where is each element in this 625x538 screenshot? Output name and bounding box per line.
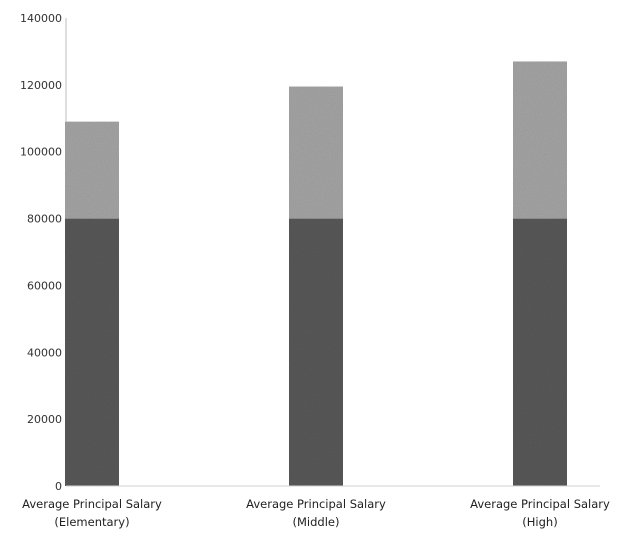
x-category-label-line: (Elementary) [54,515,129,529]
y-tick-label: 140000 [20,12,62,25]
x-category-label-line: Average Principal Salary [22,497,162,511]
x-axis: Average Principal Salary (Elementary)Aver… [22,485,610,529]
x-category-label-line: Average Principal Salary [470,497,610,511]
y-tick-label: 0 [55,480,62,493]
y-tick-label: 40000 [27,346,62,359]
x-category-label: Average Principal Salary (Elementary) [22,497,162,529]
bar-segment-top [65,121,119,219]
x-category-label: Average Principal Salary (Middle) [246,497,386,529]
x-category-label-line: (Middle) [293,515,340,529]
y-tick-label: 60000 [27,279,62,292]
bar-segment-base [513,218,567,487]
bar-segment-base [65,218,119,487]
bar-segment-base [289,218,343,487]
x-category-label-line: (High) [522,515,557,529]
bars [65,61,567,487]
bar-segment-top [513,61,567,219]
x-category-label: Average Principal Salary (High) [470,497,610,529]
x-category-label-line: Average Principal Salary [246,497,386,511]
y-tick-label: 20000 [27,413,62,426]
bar-segment-top [289,86,343,219]
y-tick-label: 80000 [27,213,62,226]
y-tick-label: 120000 [20,79,62,92]
y-tick-label: 100000 [20,146,62,159]
y-axis: 0 20000 40000 60000 80000 100000 120000 140000 [20,12,67,493]
